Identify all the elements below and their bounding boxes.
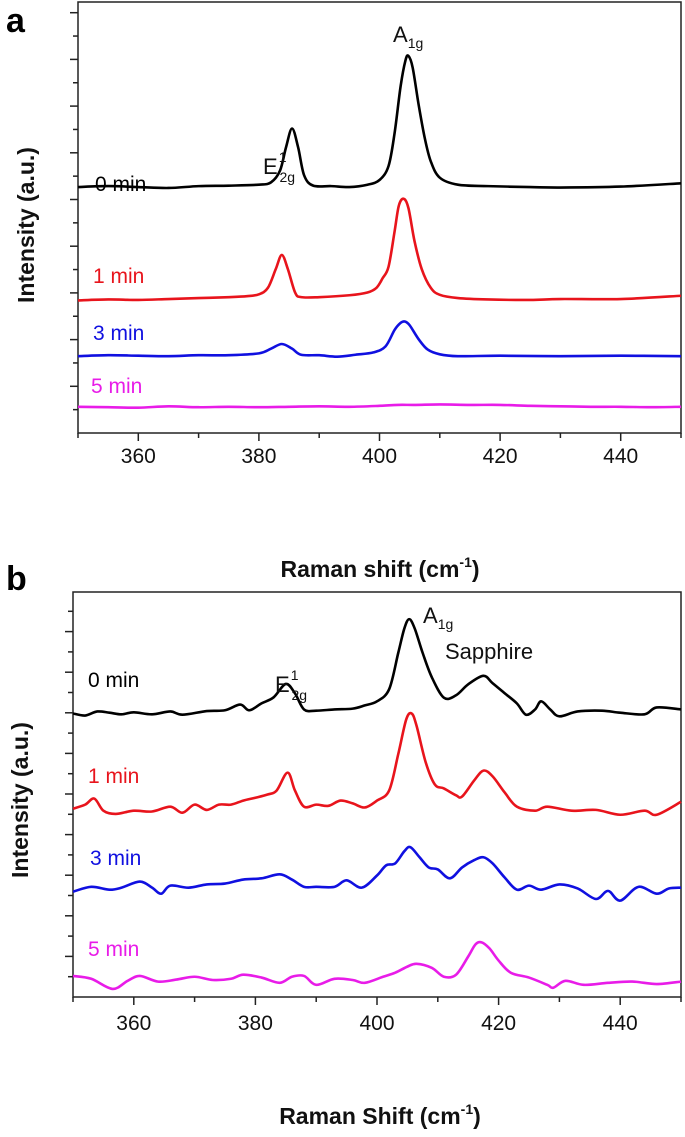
x-tick-label: 440	[603, 1012, 638, 1035]
x-tick-label: 420	[481, 1012, 516, 1035]
panel-a-axes: 360 380 400 420 440	[70, 1, 682, 468]
series-label-5min: 5 min	[91, 375, 142, 398]
peak-label-sapphire: Sapphire	[445, 639, 533, 664]
panel-letter-a: a	[6, 2, 26, 40]
series-line-0-min	[77, 54, 682, 190]
panel-a: a 360 380 400 420 440 0 min 1 min 3 min 5 mi…	[6, 1, 682, 582]
y-axis-title-a: Intensity (a.u.)	[13, 147, 39, 303]
series-label-1min: 1 min	[93, 265, 144, 288]
x-tick-label: 440	[603, 445, 638, 468]
panel-b-series	[72, 617, 682, 991]
series-line-3-min	[77, 320, 682, 358]
x-tick-label: 360	[116, 1012, 151, 1035]
series-label-5min: 5 min	[88, 938, 139, 961]
series-line-5-min	[72, 940, 682, 991]
x-tick-label: 380	[241, 445, 276, 468]
series-label-0min: 0 min	[95, 173, 146, 196]
plot-frame	[77, 1, 682, 434]
series-label-0min: 0 min	[88, 669, 139, 692]
x-tick-label: 400	[362, 445, 397, 468]
x-axis-title-b: Raman Shift (cm-1)	[279, 1101, 481, 1129]
series-label-3min: 3 min	[90, 847, 141, 870]
panel-b-axes: 360 380 400 420 440	[65, 591, 682, 1035]
plot-frame	[72, 591, 682, 998]
x-tick-label: 400	[359, 1012, 394, 1035]
x-axis-title-a: Raman shift (cm-1)	[280, 554, 479, 582]
peak-label-e2g: E1 2g	[275, 667, 307, 703]
y-axis-title-b: Intensity (a.u.)	[7, 722, 33, 878]
series-line-0-min	[72, 617, 682, 718]
x-tick-label: 420	[483, 445, 518, 468]
x-tick-label: 380	[238, 1012, 273, 1035]
panel-b: b 360 380 400 420 440 0 min 1 min 3 min 5 mi…	[6, 560, 682, 1129]
peak-label-e2g: E1 2g	[263, 149, 295, 185]
series-line-1-min	[72, 711, 682, 817]
series-line-1-min	[77, 197, 682, 302]
panel-letter-b: b	[6, 560, 27, 598]
x-tick-label: 360	[121, 445, 156, 468]
peak-label-a1g: A1g	[423, 603, 453, 632]
series-line-3-min	[72, 845, 682, 902]
peak-label-a1g: A1g	[393, 22, 423, 51]
series-label-3min: 3 min	[93, 322, 144, 345]
series-line-5-min	[77, 403, 682, 410]
panel-a-series	[77, 54, 682, 410]
series-label-1min: 1 min	[88, 765, 139, 788]
